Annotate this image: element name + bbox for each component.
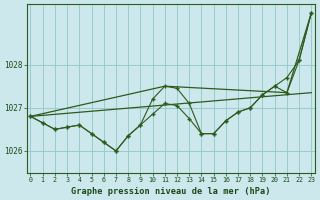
X-axis label: Graphe pression niveau de la mer (hPa): Graphe pression niveau de la mer (hPa) — [71, 187, 271, 196]
